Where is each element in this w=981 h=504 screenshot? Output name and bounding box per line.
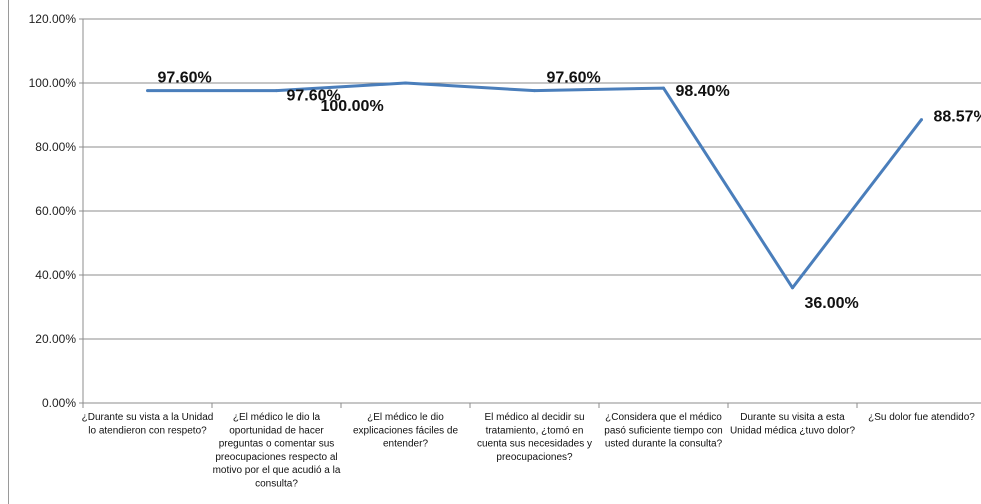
y-tick-label: 100.00% [29, 76, 77, 90]
y-tick-label: 40.00% [35, 268, 76, 282]
x-category-line: Durante su visita a esta [740, 412, 845, 423]
x-category-line: oportunidad de hacer [229, 425, 324, 436]
x-category-line: tratamiento, ¿tomó en [486, 425, 584, 436]
x-category-line: entender? [383, 439, 428, 450]
data-label-6: 88.57% [934, 109, 981, 126]
x-category-line: ¿Su dolor fue atendido? [868, 412, 975, 423]
y-tick-label: 80.00% [35, 140, 76, 154]
x-category-line: preocupaciones respecto al [215, 452, 337, 463]
x-category-label-0: ¿Durante su vista a la Unidad lo atendier… [82, 412, 214, 436]
x-category-label-2: ¿El médico le dio explicaciones fáciles d… [353, 412, 458, 450]
data-label-3: 97.60% [547, 70, 601, 87]
y-tick-label: 120.00% [29, 12, 77, 26]
data-point-2 [404, 81, 407, 85]
data-label-4: 98.40% [676, 83, 730, 100]
x-category-line: pasó suficiente tiempo con [604, 425, 722, 436]
data-label-1: 97.60% [287, 88, 341, 105]
y-axis-ticks: 0.00% 20.00% 40.00% 60.00% 80.00% 100.00% 120.… [29, 12, 83, 410]
series-line [147, 81, 923, 290]
x-category-line: preguntas o comentar sus [219, 439, 335, 450]
x-category-label-1: ¿El médico le dio la oportunidad de hacer… [213, 412, 341, 490]
x-category-line: cuenta sus necesidades y [477, 439, 592, 450]
data-label-5: 36.00% [805, 295, 859, 312]
x-category-line: ¿El médico le dio [367, 412, 444, 423]
x-category-line: ¿El médico le dio la [233, 412, 321, 423]
x-category-line: consulta? [255, 479, 298, 490]
data-point-6 [920, 118, 923, 122]
data-label-0: 97.60% [158, 70, 212, 87]
chart-frame-edge [8, 0, 9, 504]
data-label-2: 100.00% [321, 98, 384, 115]
x-category-label-4: ¿Considera que el médico pasó suficiente … [604, 412, 722, 450]
y-tick-label: 20.00% [35, 332, 76, 346]
y-tick-label: 0.00% [42, 396, 76, 410]
data-point-5 [791, 286, 794, 290]
data-point-1 [275, 89, 278, 93]
y-tick-label: 60.00% [35, 204, 76, 218]
data-point-0 [146, 89, 149, 93]
gridlines [83, 18, 981, 340]
x-axis [82, 19, 981, 408]
x-category-line: preocupaciones? [496, 452, 573, 463]
x-category-line: El médico al decidir su [484, 412, 584, 423]
data-point-3 [533, 89, 536, 93]
x-category-line: usted durante la consulta? [605, 439, 723, 450]
x-axis-categories: ¿Durante su vista a la Unidad lo atendier… [82, 412, 976, 490]
x-category-line: explicaciones fáciles de [353, 425, 458, 436]
x-category-line: ¿Durante su vista a la Unidad [82, 412, 214, 423]
x-category-line: motivo por el que acudió a la [213, 465, 341, 476]
data-point-4 [662, 86, 665, 90]
x-category-label-5: Durante su visita a esta Unidad médica ¿t… [730, 412, 856, 436]
x-category-line: lo atendieron con respeto? [88, 425, 207, 436]
x-category-label-3: El médico al decidir su tratamiento, ¿tom… [477, 412, 592, 463]
series-line-group [146, 81, 923, 290]
x-category-label-6: ¿Su dolor fue atendido? [868, 412, 975, 423]
data-labels: 97.60%97.60%100.00%97.60%98.40%36.00%88.… [158, 70, 981, 312]
x-category-line: ¿Considera que el médico [605, 412, 722, 423]
x-category-line: Unidad médica ¿tuvo dolor? [730, 425, 856, 436]
